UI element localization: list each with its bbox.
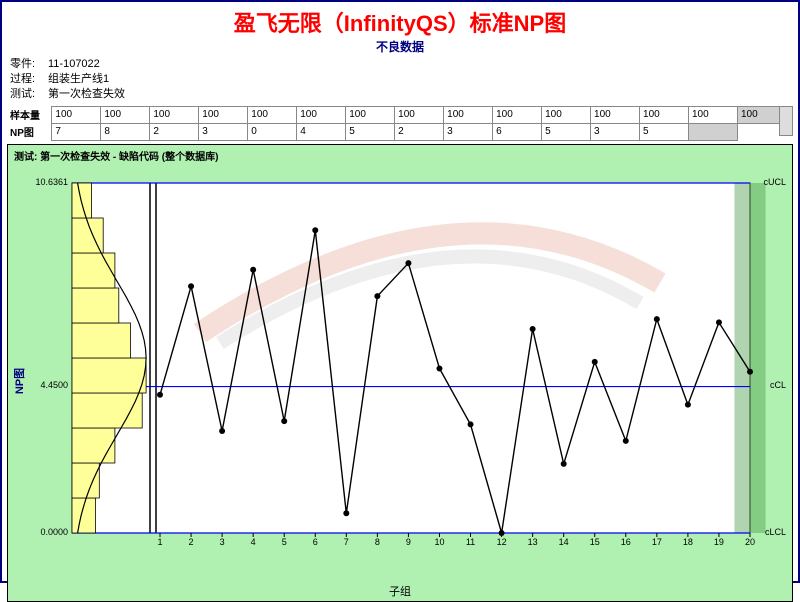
x-tick: 18	[678, 537, 698, 547]
table-cell[interactable]: 8	[101, 123, 150, 140]
table-cell[interactable]: 100	[101, 106, 150, 123]
table-cell[interactable]: 100	[52, 106, 101, 123]
x-tick: 4	[243, 537, 263, 547]
test-label: 测试:	[10, 87, 48, 102]
chart-area: 测试: 第一次检查失效 - 缺陷代码 (整个数据库) NP图 子组 Infini…	[7, 144, 793, 602]
table-cell[interactable]: 100	[199, 106, 248, 123]
table-cell[interactable]: 3	[444, 123, 493, 140]
table-cell[interactable]: 3	[591, 123, 640, 140]
table-cell[interactable]: 2	[395, 123, 444, 140]
x-tick: 5	[274, 537, 294, 547]
x-tick: 13	[523, 537, 543, 547]
test-value: 第一次检查失效	[48, 88, 125, 100]
limit-label: cLCL	[765, 527, 786, 537]
table-row-header: 样本量	[7, 106, 52, 123]
x-tick: 6	[305, 537, 325, 547]
part-label: 零件:	[10, 57, 48, 72]
data-table[interactable]: 样本量1001001001001001001001001001001001001…	[7, 106, 787, 141]
table-cell[interactable]: 100	[591, 106, 640, 123]
table-cell[interactable]: 6	[493, 123, 542, 140]
table-row-header: NP图	[7, 123, 52, 140]
x-tick: 14	[554, 537, 574, 547]
table-cell[interactable]: 3	[199, 123, 248, 140]
x-tick: 15	[585, 537, 605, 547]
x-tick: 11	[461, 537, 481, 547]
proc-value: 组装生产线1	[48, 73, 109, 85]
x-axis-label: 子组	[389, 583, 411, 599]
limit-label: cCL	[770, 380, 786, 390]
part-value: 11-107022	[48, 58, 100, 70]
y-tick: 4.4500	[28, 380, 68, 390]
data-table-wrap: 样本量1001001001001001001001001001001001001…	[7, 106, 793, 141]
table-cell[interactable]: 5	[346, 123, 395, 140]
table-cell[interactable]: 100	[346, 106, 395, 123]
y-tick: 0.0000	[28, 527, 68, 537]
table-cell[interactable]: 100	[688, 106, 737, 123]
x-tick: 3	[212, 537, 232, 547]
table-cell[interactable]	[688, 123, 737, 140]
x-tick: 8	[367, 537, 387, 547]
x-tick: 17	[647, 537, 667, 547]
meta-block: 零件:11-107022 过程:组装生产线1 测试:第一次检查失效	[2, 55, 798, 106]
table-cell[interactable]: 0	[248, 123, 297, 140]
table-cell[interactable]: 100	[493, 106, 542, 123]
table-cell[interactable]: 100	[248, 106, 297, 123]
x-tick: 10	[429, 537, 449, 547]
table-cell[interactable]: 100	[444, 106, 493, 123]
app-frame: 盈飞无限（InfinityQS）标准NP图 不良数据 零件:11-107022 …	[0, 0, 800, 583]
table-cell[interactable]: 100	[297, 106, 346, 123]
table-cell[interactable]: 100	[150, 106, 199, 123]
table-cell[interactable]: 100	[640, 106, 689, 123]
x-tick: 12	[492, 537, 512, 547]
x-tick: 19	[709, 537, 729, 547]
proc-label: 过程:	[10, 72, 48, 87]
x-tick: 7	[336, 537, 356, 547]
page-title: 盈飞无限（InfinityQS）标准NP图	[2, 2, 798, 38]
table-cell[interactable]: 5	[640, 123, 689, 140]
table-cell[interactable]: 4	[297, 123, 346, 140]
x-tick: 2	[181, 537, 201, 547]
table-cell[interactable]: 100	[542, 106, 591, 123]
y-axis-label: NP图	[11, 367, 27, 393]
chart-title: 测试: 第一次检查失效 - 缺陷代码 (整个数据库)	[14, 148, 218, 163]
x-tick: 16	[616, 537, 636, 547]
x-tick: 9	[398, 537, 418, 547]
table-scrollbar[interactable]	[779, 106, 793, 136]
table-cell[interactable]: 7	[52, 123, 101, 140]
limit-label: cUCL	[763, 177, 786, 187]
x-tick: 1	[150, 537, 170, 547]
np-chart	[32, 163, 782, 563]
x-tick: 20	[740, 537, 760, 547]
y-tick: 10.6361	[28, 177, 68, 187]
table-cell[interactable]: 5	[542, 123, 591, 140]
page-subtitle: 不良数据	[2, 38, 798, 55]
table-cell[interactable]: 2	[150, 123, 199, 140]
table-cell[interactable]: 100	[395, 106, 444, 123]
